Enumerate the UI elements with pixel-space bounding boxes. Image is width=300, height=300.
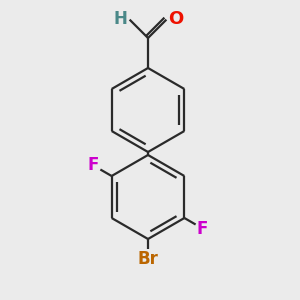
Text: F: F xyxy=(88,157,99,175)
Text: H: H xyxy=(114,10,128,28)
Text: F: F xyxy=(197,220,208,238)
Text: O: O xyxy=(168,10,183,28)
Text: Br: Br xyxy=(138,250,158,268)
